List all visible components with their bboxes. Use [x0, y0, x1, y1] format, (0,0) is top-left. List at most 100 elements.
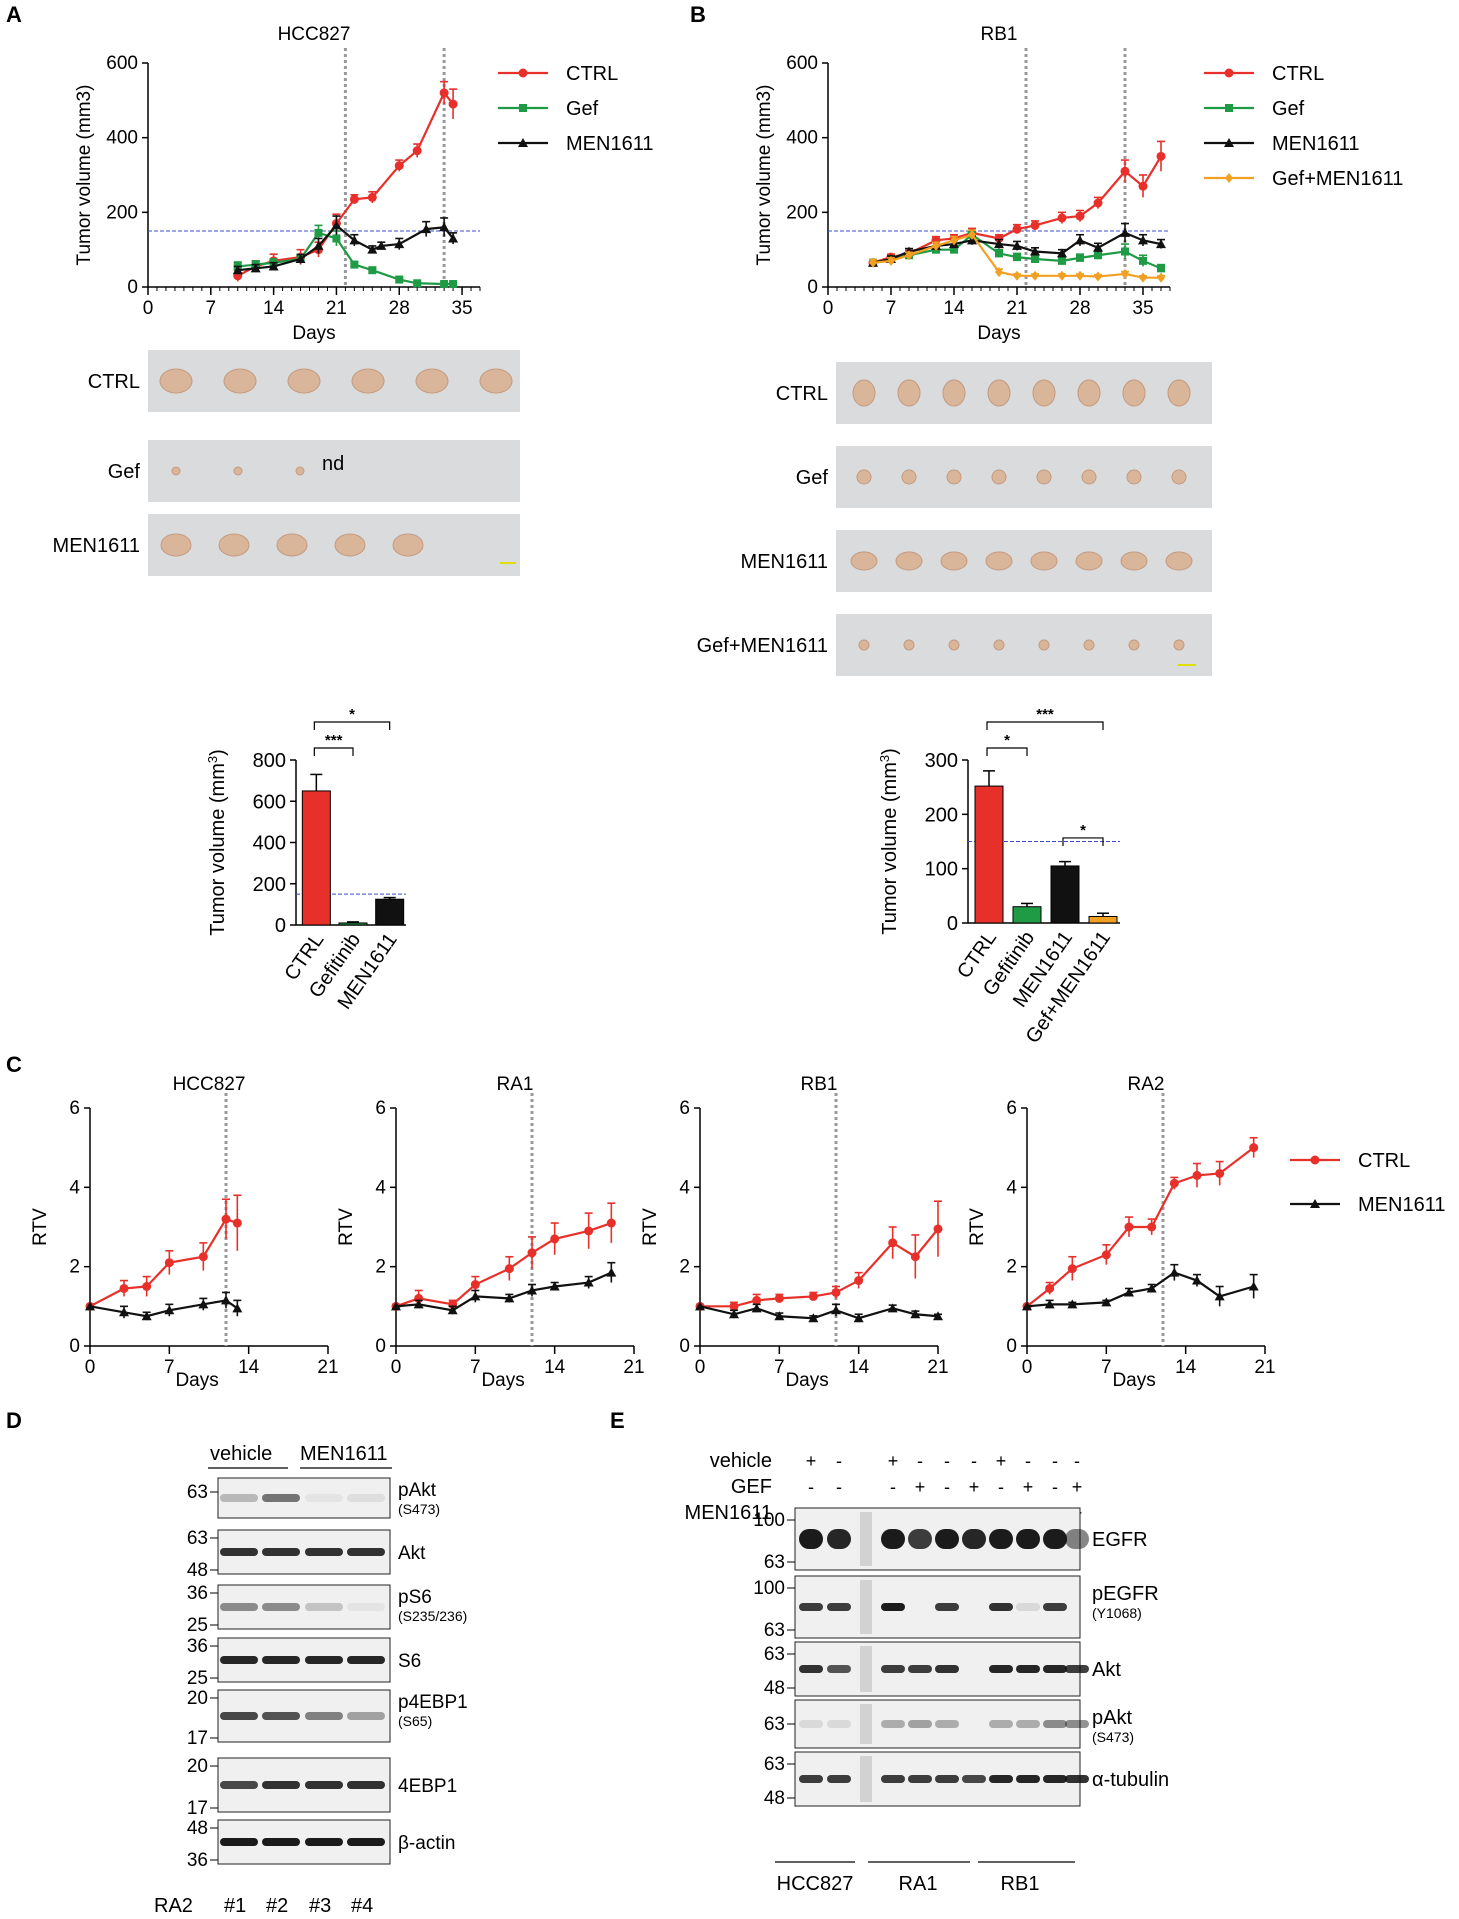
legend-label: CTRL — [1272, 63, 1324, 85]
data-point — [295, 254, 306, 263]
data-point — [905, 250, 913, 261]
legend-marker — [1225, 173, 1233, 183]
blot-band — [262, 1494, 300, 1502]
y-tick-label: 2 — [69, 1257, 80, 1278]
blot-band — [989, 1603, 1013, 1611]
blot-band — [305, 1548, 343, 1556]
x-tick-label: 14 — [943, 298, 965, 319]
tumor-photo — [1081, 469, 1097, 485]
data-point — [141, 1311, 152, 1321]
photo-row-label: CTRL — [88, 371, 140, 393]
data-point — [439, 222, 450, 232]
legends-layer: CTRLGefMEN1611CTRLGefMEN1611Gef+MEN1611C… — [498, 63, 1445, 1216]
blot-strip — [217, 1477, 391, 1519]
legend-marker — [518, 138, 528, 147]
significance-label: * — [1004, 732, 1010, 749]
x-tick-label: 21 — [927, 1357, 948, 1378]
data-point — [950, 245, 958, 254]
protein-label: β-actin — [398, 1833, 455, 1854]
series-CTRL — [391, 1202, 616, 1311]
chart-title: RB1 — [801, 1074, 838, 1095]
cell-line-label: RB1 — [1001, 1873, 1040, 1895]
data-point — [1013, 253, 1021, 262]
data-point — [449, 280, 458, 289]
data-point — [887, 255, 895, 266]
protein-label: p4EBP1 — [398, 1692, 468, 1713]
data-point — [1120, 166, 1130, 176]
series-CTRL — [85, 1194, 242, 1311]
condition-mark: - — [917, 1451, 923, 1471]
data-point — [854, 1276, 864, 1286]
x-tick-label: 35 — [1132, 298, 1153, 319]
y-tick-label: 2 — [1006, 1257, 1017, 1278]
data-point — [751, 1303, 762, 1313]
x-tick-label: 0 — [85, 1357, 96, 1378]
cell-line-label: RA1 — [899, 1873, 938, 1895]
lane-label: #2 — [266, 1895, 288, 1917]
data-point — [1058, 256, 1066, 265]
y-tick-label: 200 — [925, 804, 958, 826]
mw-label: 48 — [764, 1678, 785, 1699]
y-tick-label: 0 — [275, 915, 286, 937]
series-Gef+MEN1611 — [869, 229, 1165, 283]
data-point — [232, 265, 243, 275]
blot-band — [935, 1665, 959, 1673]
mw-label: 63 — [764, 1714, 785, 1735]
data-point — [967, 235, 977, 245]
x-tick-label: 0 — [695, 1357, 706, 1378]
tumor-photo — [1167, 379, 1191, 407]
y-tick-label: 200 — [106, 202, 138, 223]
condition-mark: + — [888, 1451, 899, 1471]
y-tick-label: 4 — [679, 1177, 690, 1198]
data-point — [198, 1252, 208, 1262]
data-point — [1093, 198, 1103, 208]
data-point — [527, 1248, 537, 1258]
protein-label: Akt — [1092, 1659, 1121, 1681]
tumor-photo — [233, 466, 243, 476]
y-axis-label: Tumor volume (mm3) — [74, 85, 95, 266]
protein-label: 4EBP1 — [398, 1776, 457, 1797]
legend-label: Gef — [1272, 98, 1305, 120]
tumor-photo — [276, 533, 308, 557]
photo-background — [836, 362, 1212, 424]
tumor-photo — [223, 368, 257, 394]
data-point — [995, 267, 1003, 278]
mw-label: 48 — [764, 1788, 785, 1809]
legend-marker — [1310, 1199, 1320, 1208]
tumor-photo — [218, 533, 250, 557]
data-point — [1215, 1168, 1225, 1178]
tumor-photo — [287, 368, 321, 394]
protein-label: Akt — [398, 1543, 426, 1564]
data-point — [504, 1293, 515, 1303]
tumor-photo — [991, 469, 1007, 485]
x-tick-label: 21 — [1006, 298, 1027, 319]
data-point — [1121, 268, 1129, 279]
series-line — [89, 1299, 238, 1318]
tumor-photo — [948, 639, 960, 651]
x-axis-label: Days — [175, 1370, 218, 1391]
condition-mark: + — [915, 1477, 926, 1497]
photo-background — [148, 514, 520, 576]
protein-label: EGFR — [1092, 1529, 1148, 1551]
condition-label: MEN1611 — [685, 1502, 772, 1524]
chart-title: HCC827 — [173, 1074, 246, 1095]
photos-layer: CTRL Gef nd MEN1611 CTRL Gef MEN1611 Gef+MEN161… — [53, 350, 1212, 676]
photo-a-gef: Gef nd — [108, 440, 520, 502]
data-point — [1124, 1222, 1134, 1232]
data-point — [995, 249, 1003, 258]
data-point — [413, 279, 422, 288]
data-point — [1030, 220, 1040, 230]
data-point — [221, 1214, 231, 1224]
data-point — [774, 1293, 784, 1303]
y-tick-label: 400 — [786, 128, 818, 149]
photo-a-ctrl: CTRL — [88, 350, 520, 412]
data-point — [1214, 1291, 1225, 1301]
data-point — [910, 1252, 920, 1262]
tumor-photo — [1171, 469, 1187, 485]
data-point — [1075, 211, 1085, 221]
data-point — [968, 229, 976, 240]
condition-mark: - — [1052, 1451, 1058, 1471]
mw-label: 25 — [187, 1615, 208, 1636]
legend-label: CTRL — [1358, 1150, 1410, 1172]
